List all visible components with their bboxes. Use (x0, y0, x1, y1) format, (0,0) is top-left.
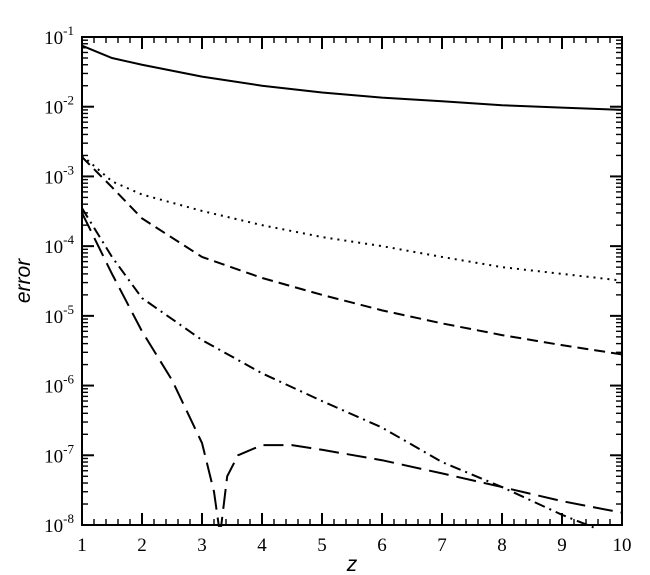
y-tick-label: 10-1 (44, 23, 74, 49)
axis-ticks (81, 36, 623, 526)
y-tick-label: 10-8 (44, 511, 74, 537)
y-tick-label: 10-5 (44, 302, 74, 328)
series-line-long-dash (81, 212, 623, 527)
y-tick-label: 10-6 (44, 372, 74, 398)
y-axis-label: error (12, 258, 35, 303)
y-tick-label: 10-3 (44, 162, 74, 188)
y-tick-label: 10-7 (44, 441, 74, 467)
x-tick-label: 5 (317, 535, 327, 556)
series-line-dashed (81, 156, 623, 356)
series-lines (81, 44, 623, 531)
x-tick-label: 9 (557, 535, 567, 556)
series-line-dotted (81, 154, 623, 282)
x-tick-label: 7 (437, 535, 447, 556)
series-line-dash-dot (81, 207, 599, 531)
x-tick-label: 3 (197, 535, 207, 556)
x-tick-label: 8 (497, 535, 507, 556)
x-tick-label: 6 (377, 535, 387, 556)
x-tick-label: 10 (613, 535, 632, 556)
series-line-solid (81, 44, 623, 111)
x-tick-label: 1 (77, 535, 87, 556)
y-tick-label: 10-2 (44, 93, 74, 119)
y-tick-label: 10-4 (44, 232, 74, 258)
tick-labels: 1 2 3 4 5 6 7 8 9 10 10-8 10-7 10-6 10-5 10-4 10-3 10-2 1… (44, 23, 631, 556)
x-axis-label: z (346, 553, 358, 575)
x-tick-label: 2 (137, 535, 147, 556)
plot-frame (81, 36, 623, 526)
x-tick-label: 4 (257, 535, 267, 556)
